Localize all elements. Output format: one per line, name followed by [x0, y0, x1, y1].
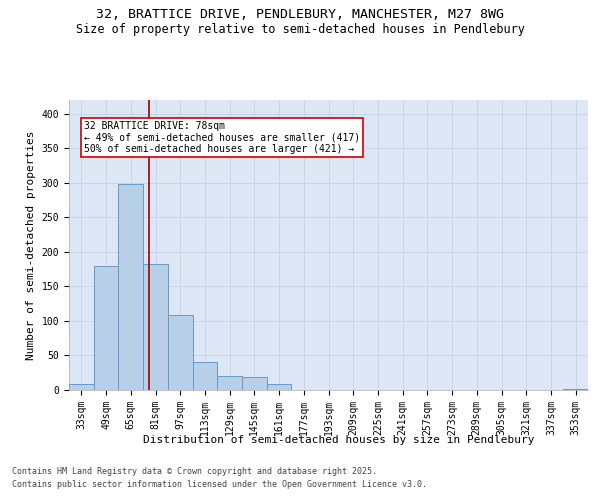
Bar — [193, 362, 217, 390]
Text: 32, BRATTICE DRIVE, PENDLEBURY, MANCHESTER, M27 8WG: 32, BRATTICE DRIVE, PENDLEBURY, MANCHEST… — [96, 8, 504, 20]
Bar — [94, 266, 118, 390]
Text: Distribution of semi-detached houses by size in Pendlebury: Distribution of semi-detached houses by … — [143, 435, 535, 445]
Text: 32 BRATTICE DRIVE: 78sqm
← 49% of semi-detached houses are smaller (417)
50% of : 32 BRATTICE DRIVE: 78sqm ← 49% of semi-d… — [84, 120, 360, 154]
Bar — [69, 384, 94, 390]
Text: Contains public sector information licensed under the Open Government Licence v3: Contains public sector information licen… — [12, 480, 427, 489]
Bar — [563, 388, 588, 390]
Bar — [267, 384, 292, 390]
Bar — [217, 376, 242, 390]
Bar — [143, 264, 168, 390]
Text: Contains HM Land Registry data © Crown copyright and database right 2025.: Contains HM Land Registry data © Crown c… — [12, 467, 377, 476]
Bar — [242, 377, 267, 390]
Bar — [168, 316, 193, 390]
Bar — [118, 184, 143, 390]
Y-axis label: Number of semi-detached properties: Number of semi-detached properties — [26, 130, 36, 360]
Text: Size of property relative to semi-detached houses in Pendlebury: Size of property relative to semi-detach… — [76, 22, 524, 36]
